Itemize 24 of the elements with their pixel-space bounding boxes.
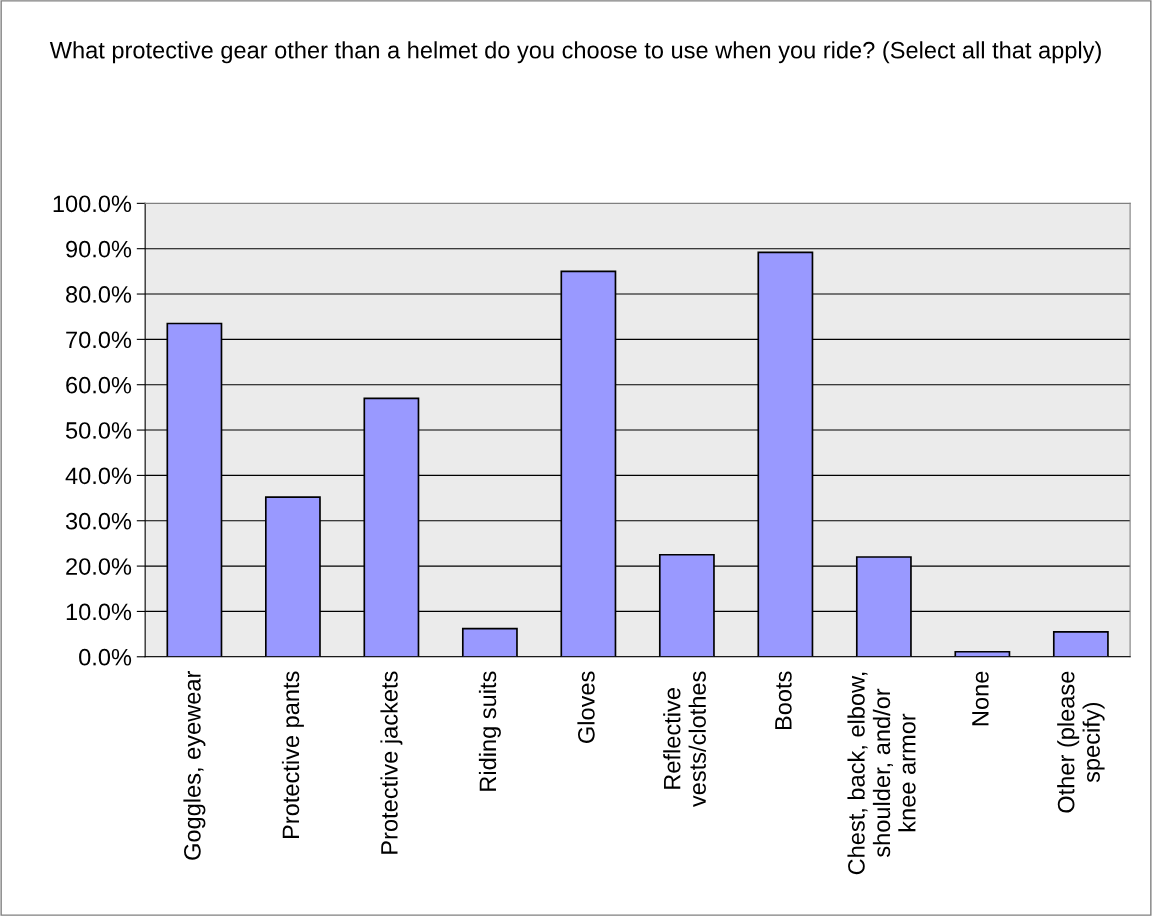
x-tick-label: Protective jackets bbox=[380, 671, 403, 854]
y-tick-label: 50.0% bbox=[65, 422, 132, 439]
x-tick-label: Reflective vests/clothes bbox=[663, 671, 706, 808]
y-tick-label: 60.0% bbox=[66, 376, 132, 394]
x-tick-label: Gloves bbox=[577, 671, 595, 743]
x-tick-label: Boots bbox=[775, 671, 792, 730]
bar bbox=[461, 627, 518, 657]
y-tick-label: 0.0% bbox=[79, 648, 132, 666]
y-tick-label: 30.0% bbox=[65, 512, 132, 530]
y-tick-label: 80.0% bbox=[66, 286, 132, 303]
y-tick-label: 40.0% bbox=[65, 467, 132, 485]
y-tick-label: 70.0% bbox=[66, 331, 132, 349]
bar bbox=[1052, 630, 1109, 657]
y-tick-label: 20.0% bbox=[66, 558, 132, 575]
x-tick-label: None bbox=[972, 671, 989, 726]
y-tick-label: 100.0% bbox=[53, 195, 132, 213]
x-tick-label: Protective pants bbox=[281, 671, 304, 839]
x-tick-label: Riding suits bbox=[478, 671, 501, 791]
chart-title: What protective gear other than a helmet do you choose to use when you ride? (Select all that apply) bbox=[49, 41, 1101, 64]
y-tick-label: 10.0% bbox=[66, 603, 132, 621]
x-tick-label: Other (please specify) bbox=[1057, 671, 1105, 813]
x-tick-label: Goggles, eyewear bbox=[183, 671, 206, 860]
x-tick-label: Chest, back, elbow, shoulder, and/or knee armor bbox=[847, 672, 916, 875]
y-tick-label: 90.0% bbox=[66, 240, 132, 258]
